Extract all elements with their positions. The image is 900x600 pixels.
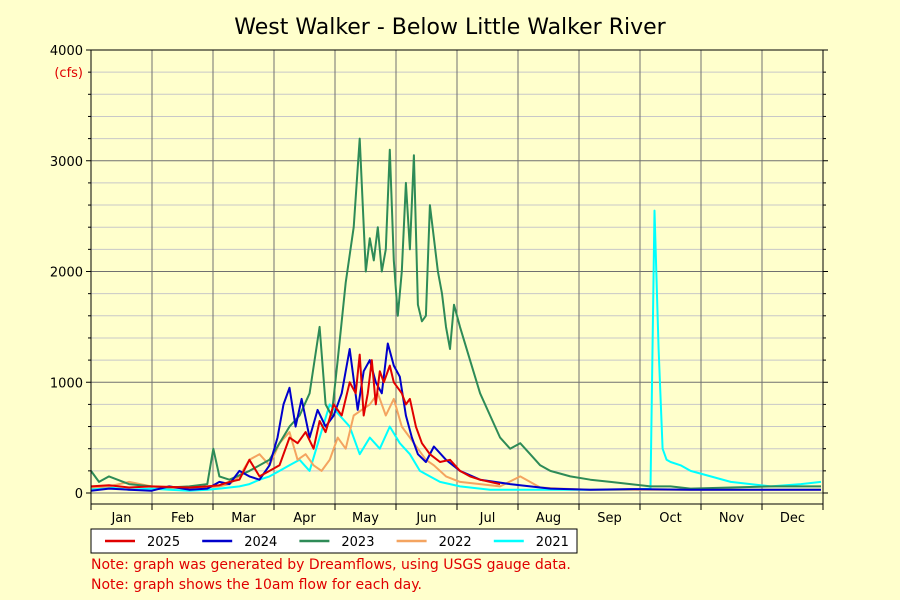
x-tick-label: Aug bbox=[536, 511, 561, 526]
x-tick-label: Dec bbox=[780, 511, 805, 526]
legend-label-2023: 2023 bbox=[341, 535, 374, 550]
x-tick-label: Feb bbox=[171, 511, 194, 526]
y-tick-label: 0 bbox=[75, 487, 83, 502]
series-line-2022 bbox=[90, 392, 821, 491]
legend-label-2025: 2025 bbox=[147, 535, 180, 550]
x-tick-label: May bbox=[352, 511, 379, 526]
note-source: Note: graph was generated by Dreamflows,… bbox=[91, 557, 571, 573]
x-tick-label: Mar bbox=[231, 511, 256, 526]
x-tick-label: Jul bbox=[479, 511, 496, 526]
x-tick-label: Oct bbox=[659, 511, 681, 526]
series-line-2025 bbox=[90, 353, 501, 489]
legend-label-2024: 2024 bbox=[244, 535, 277, 550]
legend-label-2022: 2022 bbox=[439, 535, 472, 550]
series-line-2021 bbox=[90, 209, 822, 492]
legend-label-2021: 2021 bbox=[536, 535, 569, 550]
y-tick-label: 4000 bbox=[50, 44, 83, 59]
x-tick-label: Jan bbox=[110, 511, 131, 526]
x-tick-label: Jun bbox=[415, 511, 436, 526]
y-tick-label: 3000 bbox=[50, 155, 83, 170]
note-10am: Note: graph shows the 10am flow for each… bbox=[91, 577, 422, 593]
legend: 2025 2024 2023 2022 2021 bbox=[90, 528, 578, 554]
x-tick-label: Apr bbox=[293, 511, 316, 526]
y-tick-label: 2000 bbox=[50, 266, 83, 281]
axes: 0 1000 2000 3000 4000 Jan Feb Mar Apr May Jun Jul Au… bbox=[50, 44, 828, 526]
grid bbox=[91, 49, 823, 504]
x-tick-label: Sep bbox=[597, 511, 622, 526]
y-axis-unit: (cfs) bbox=[54, 66, 83, 81]
series-line-2023 bbox=[90, 137, 821, 490]
y-tick-label: 1000 bbox=[50, 376, 83, 391]
x-tick-label: Nov bbox=[719, 511, 745, 526]
series-layer bbox=[90, 137, 822, 492]
series-line-2024 bbox=[90, 342, 821, 492]
chart-title: West Walker - Below Little Walker River bbox=[234, 15, 666, 40]
